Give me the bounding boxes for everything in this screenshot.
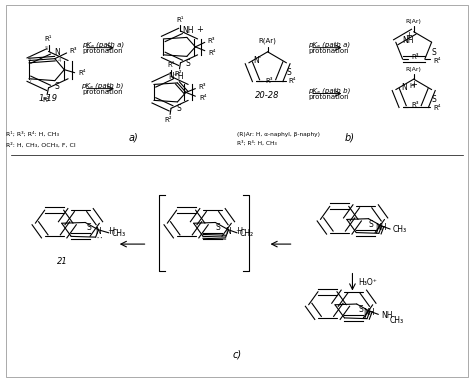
Text: R¹: R¹ — [177, 17, 184, 23]
Text: 7: 7 — [28, 78, 32, 83]
Text: 1-19: 1-19 — [39, 94, 58, 103]
Text: 21: 21 — [57, 257, 68, 265]
Text: S: S — [358, 305, 363, 314]
Text: R¹; R³; R⁴: H, CH₃: R¹; R³; R⁴: H, CH₃ — [6, 131, 59, 137]
Text: +: + — [410, 80, 417, 89]
Text: R³: R³ — [198, 84, 206, 90]
Text: R²: R² — [165, 117, 173, 123]
Text: N: N — [254, 57, 259, 65]
Text: R²: R² — [174, 71, 182, 77]
Text: N: N — [225, 227, 231, 236]
Text: pKₐ (path b): pKₐ (path b) — [308, 87, 350, 94]
Text: S: S — [431, 47, 436, 57]
Text: R³; R⁴: H, CH₃: R³; R⁴: H, CH₃ — [237, 141, 277, 146]
Text: protonation: protonation — [309, 49, 349, 55]
Text: R³: R³ — [265, 78, 273, 84]
Text: NH: NH — [182, 26, 193, 35]
Text: R(Ar): R(Ar) — [406, 19, 422, 24]
Text: pKₐ (path a): pKₐ (path a) — [308, 42, 350, 48]
Text: CH₂: CH₂ — [240, 229, 254, 238]
Text: N: N — [96, 227, 101, 236]
Text: H: H — [409, 83, 414, 89]
Text: R²: R² — [42, 97, 50, 104]
Text: R²: H, CH₃, OCH₃, F, Cl: R²: H, CH₃, OCH₃, F, Cl — [6, 143, 76, 148]
Text: 20-28: 20-28 — [255, 91, 280, 100]
Text: ·H: ·H — [108, 227, 116, 236]
Text: R⁴: R⁴ — [199, 95, 207, 101]
Text: N⁺H: N⁺H — [168, 71, 183, 81]
Text: CH₃: CH₃ — [112, 229, 126, 238]
Text: R⁴: R⁴ — [289, 78, 296, 84]
Text: R³: R³ — [411, 54, 419, 60]
Text: protonation: protonation — [82, 89, 123, 95]
Text: NH: NH — [364, 309, 375, 317]
Text: S: S — [87, 223, 91, 232]
Text: R¹: R¹ — [45, 36, 52, 42]
Text: NH: NH — [375, 223, 387, 232]
Text: H₃O⁺: H₃O⁺ — [358, 277, 377, 286]
Text: S: S — [216, 223, 220, 232]
Text: +: + — [406, 31, 412, 40]
Text: S: S — [55, 82, 60, 91]
Text: S: S — [286, 68, 291, 77]
Text: 6: 6 — [28, 56, 32, 61]
Text: S: S — [176, 104, 181, 113]
Text: R⁴: R⁴ — [78, 70, 86, 76]
Text: a): a) — [128, 133, 138, 143]
Text: 5: 5 — [45, 46, 48, 51]
Text: pKₐ (path b): pKₐ (path b) — [82, 82, 124, 89]
Text: c): c) — [232, 349, 242, 359]
Text: R³: R³ — [411, 102, 419, 108]
Text: N: N — [55, 49, 60, 57]
Text: ··: ·· — [95, 236, 104, 242]
Text: R⁴: R⁴ — [209, 50, 216, 56]
Text: R(Ar): R(Ar) — [259, 38, 276, 44]
Text: S: S — [185, 59, 190, 68]
Text: S: S — [431, 95, 436, 104]
Text: CH₃: CH₃ — [390, 316, 404, 325]
Text: b): b) — [345, 133, 355, 143]
Text: R³: R³ — [69, 48, 76, 54]
Text: R(Ar): R(Ar) — [406, 66, 422, 71]
Text: NH: NH — [402, 36, 414, 45]
Text: N: N — [401, 83, 407, 92]
Text: protonation: protonation — [309, 94, 349, 100]
Text: +: + — [197, 24, 203, 34]
Text: 4: 4 — [58, 58, 61, 63]
Text: S: S — [369, 220, 374, 229]
Text: ⁻: ⁻ — [256, 55, 260, 63]
Text: R⁴: R⁴ — [433, 105, 441, 112]
Text: R⁴: R⁴ — [433, 58, 441, 64]
Text: protonation: protonation — [82, 49, 123, 55]
Text: R³: R³ — [208, 38, 215, 44]
Text: (R)Ar: H, α-naphyl, β-naphy): (R)Ar: H, α-naphyl, β-naphy) — [237, 132, 320, 137]
Text: R¹: R¹ — [167, 62, 175, 68]
Text: ·H: ·H — [235, 227, 243, 236]
Text: pKₐ (path a): pKₐ (path a) — [82, 42, 124, 48]
Text: NH: NH — [381, 311, 392, 320]
Text: CH₃: CH₃ — [393, 225, 407, 234]
